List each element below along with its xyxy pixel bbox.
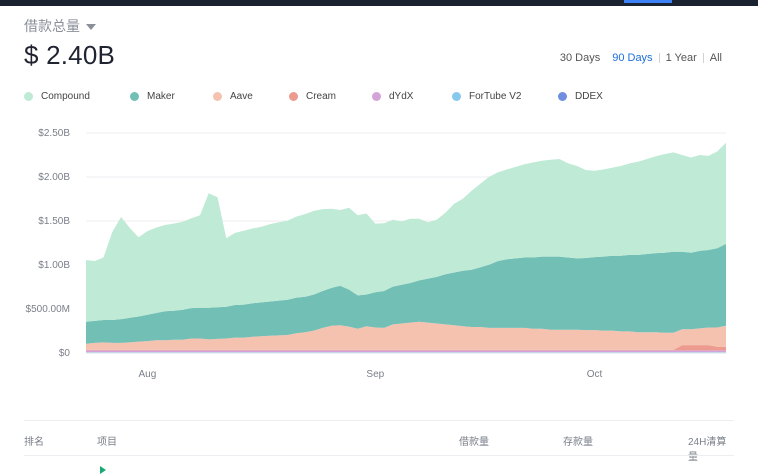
area-series-dydx[interactable]: [86, 350, 726, 352]
x-tick-label: Oct: [587, 369, 603, 380]
range-tab-all[interactable]: All: [704, 52, 728, 64]
legend-label: Aave: [230, 91, 253, 102]
range-tabs: 30 Days 90 Days 1 Year All: [554, 52, 728, 64]
y-tick-label: $0: [59, 348, 71, 359]
col-rank: 排名: [24, 433, 44, 448]
header: 借款总量: [24, 16, 96, 36]
legend-item-maker[interactable]: Maker: [130, 91, 213, 102]
legend-dot: [558, 92, 567, 101]
col-project: 项目: [97, 433, 117, 448]
legend-item-aave[interactable]: Aave: [213, 91, 289, 102]
legend-label: ForTube V2: [469, 91, 521, 102]
table-header: 排名 项目 借款量 存款量 24H清算量: [24, 420, 734, 453]
x-tick-label: Sep: [366, 369, 384, 380]
legend-item-cream[interactable]: Cream: [289, 91, 372, 102]
y-tick-label: $2.00B: [38, 172, 70, 183]
stacked-area-chart[interactable]: $0 $500.00M $1.00B $1.50B $2.00B $2.50B Aug Sep…: [0, 115, 758, 395]
legend-dot: [130, 92, 139, 101]
legend: Compound Maker Aave Cream dYdX ForTube V…: [24, 91, 638, 102]
legend-item-ddex[interactable]: DDEX: [558, 91, 638, 102]
legend-label: Maker: [147, 91, 175, 102]
y-tick-label: $500.00M: [26, 304, 70, 315]
caret-down-icon[interactable]: [86, 24, 96, 30]
legend-dot: [24, 92, 33, 101]
legend-label: DDEX: [575, 91, 603, 102]
legend-dot: [289, 92, 298, 101]
top-strip: [0, 0, 758, 6]
range-tab-1y[interactable]: 1 Year: [660, 52, 703, 64]
top-accent: [624, 0, 672, 3]
y-tick-label: $1.00B: [38, 260, 70, 271]
legend-label: Compound: [41, 91, 90, 102]
metric-title: 借款总量: [24, 16, 80, 36]
metric-selector[interactable]: 借款总量: [24, 16, 96, 36]
legend-item-dydx[interactable]: dYdX: [372, 91, 452, 102]
y-tick-label: $1.50B: [38, 216, 70, 227]
legend-item-compound[interactable]: Compound: [24, 91, 130, 102]
legend-dot: [372, 92, 381, 101]
legend-label: dYdX: [389, 91, 413, 102]
range-tab-90d[interactable]: 90 Days: [606, 52, 658, 64]
range-tab-30d[interactable]: 30 Days: [554, 52, 606, 64]
legend-item-fortube[interactable]: ForTube V2: [452, 91, 558, 102]
y-tick-label: $2.50B: [38, 128, 70, 139]
legend-dot: [452, 92, 461, 101]
x-tick-label: Aug: [138, 369, 156, 380]
col-borrow: 借款量: [459, 433, 489, 448]
legend-label: Cream: [306, 91, 336, 102]
legend-dot: [213, 92, 222, 101]
total-value: $ 2.40B: [24, 40, 115, 71]
col-supply: 存款量: [563, 433, 593, 448]
